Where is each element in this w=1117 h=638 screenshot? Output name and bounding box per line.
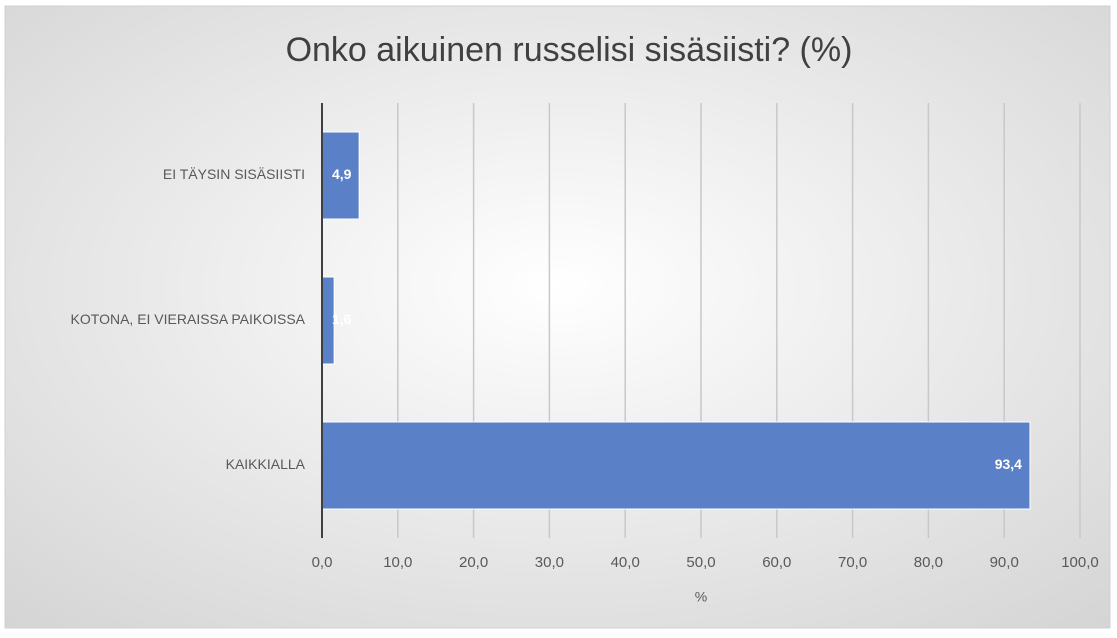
- background: [4, 5, 1111, 629]
- y-tick-label: EI TÄYSIN SISÄSIISTI: [163, 166, 305, 182]
- chart-title: Onko aikuinen russelisi sisäsiisti? (%): [286, 31, 853, 69]
- x-tick-label: 60,0: [762, 554, 791, 571]
- x-tick-label: 10,0: [383, 554, 412, 571]
- x-tick-label: 90,0: [990, 554, 1019, 571]
- value-label: 4,9: [332, 166, 352, 182]
- x-tick-label: 50,0: [686, 554, 715, 571]
- x-tick-label: 70,0: [838, 554, 867, 571]
- y-tick-label: KAIKKIALLA: [226, 456, 306, 472]
- value-label: 93,4: [995, 456, 1022, 472]
- x-tick-label: 40,0: [611, 554, 640, 571]
- x-tick-label: 20,0: [459, 554, 488, 571]
- x-tick-label: 100,0: [1061, 554, 1099, 571]
- x-tick-label: 80,0: [914, 554, 943, 571]
- value-label: 1,6: [332, 311, 352, 327]
- bar: [321, 421, 1031, 510]
- x-tick-label: 0,0: [312, 554, 333, 571]
- x-tick-label: 30,0: [535, 554, 564, 571]
- y-tick-label: KOTONA, EI VIERAISSA PAIKOISSA: [71, 311, 306, 327]
- x-axis-label: %: [695, 589, 707, 605]
